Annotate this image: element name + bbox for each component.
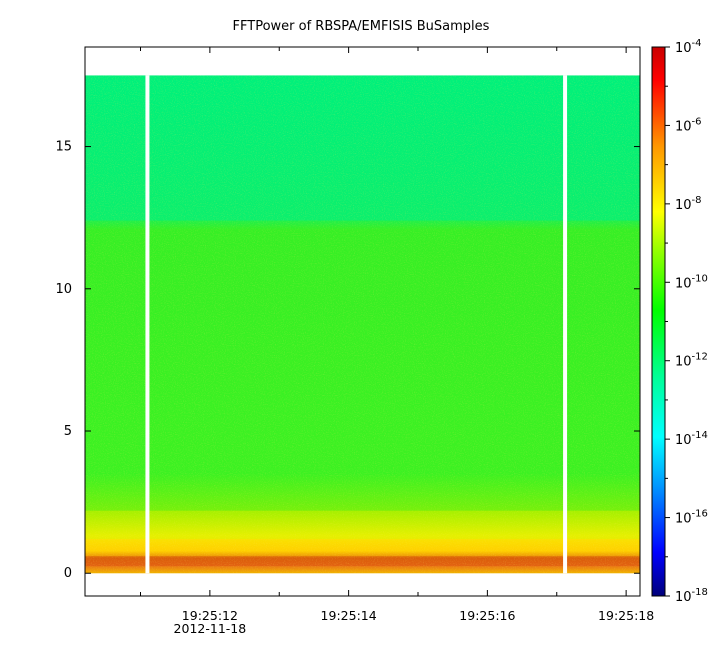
data-gap-1 xyxy=(563,75,568,574)
colorbar-label--16: 10-16 xyxy=(675,509,708,527)
colorbar: 10-18 10-16 10-14 10-12 10-10 10-8 10-6 10-4 xyxy=(651,38,708,605)
data-gap-0 xyxy=(145,75,150,574)
colorbar-label--14: 10-14 xyxy=(675,430,708,448)
x-tick-label-1: 19:25:14 xyxy=(321,608,377,623)
y-tick-label-5: 5 xyxy=(64,424,72,439)
x-tick-sublabel-0: 2012-11-18 xyxy=(174,621,247,636)
y-tick-label-0: 0 xyxy=(64,566,72,581)
plot-frame xyxy=(84,46,641,597)
x-tick-label-0: 19:25:12 xyxy=(182,608,238,623)
colorbar-label--6: 10-6 xyxy=(675,116,702,134)
y-tick-label-15: 15 xyxy=(55,140,72,155)
colorbar-label--8: 10-8 xyxy=(675,195,702,213)
x-tick-label-3: 19:25:18 xyxy=(598,608,654,623)
spectrogram-texture xyxy=(85,75,640,574)
chart-title: FFTPower of RBSPA/EMFISIS BuSamples xyxy=(233,19,490,34)
colorbar-gradient xyxy=(651,46,666,597)
plot-area xyxy=(85,75,640,574)
colorbar-label--12: 10-12 xyxy=(675,352,708,370)
colorbar-label--4: 10-4 xyxy=(675,38,702,56)
x-tick-label-2: 19:25:16 xyxy=(459,608,515,623)
y-tick-label-10: 10 xyxy=(55,282,72,297)
colorbar-label--18: 10-18 xyxy=(675,587,708,605)
colorbar-label--10: 10-10 xyxy=(675,273,708,291)
